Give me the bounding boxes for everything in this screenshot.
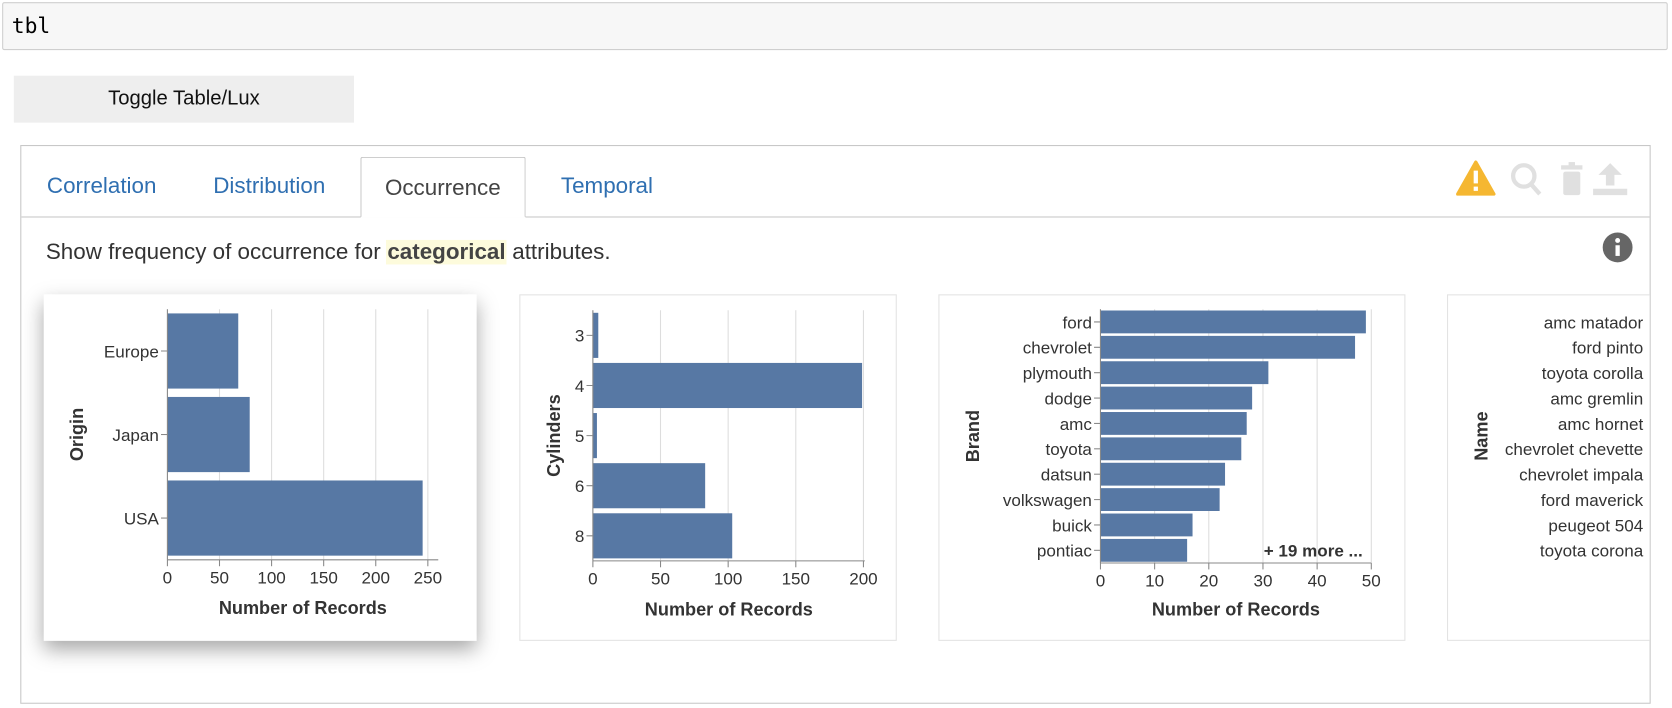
- tab-bar: Correlation Distribution Occurrence Temp…: [21, 146, 1650, 218]
- x-axis-label: Number of Records: [1152, 599, 1320, 619]
- x-tick-label: 150: [782, 569, 810, 588]
- x-tick-label: 200: [849, 569, 877, 588]
- y-tick-label: plymouth: [1023, 364, 1092, 383]
- y-axis-label: Name: [1472, 411, 1492, 460]
- x-axis-label: Number of Records: [645, 599, 813, 619]
- chart: Europe Japan USA 0 50 100 150 200 250 Number of R…: [67, 309, 442, 618]
- x-axis-label: Number of Records: [219, 598, 387, 618]
- search-icon[interactable]: [1510, 163, 1542, 196]
- y-tick-label: buick: [1052, 516, 1092, 535]
- y-tick-label: ford maverick: [1541, 491, 1644, 510]
- y-tick-label: 4: [575, 377, 584, 396]
- x-tick-label: 0: [588, 569, 597, 588]
- y-axis-label: Origin: [67, 408, 87, 461]
- x-tick-label: 0: [1096, 571, 1105, 590]
- bar: [1100, 412, 1247, 435]
- x-tick-label: 40: [1308, 571, 1327, 590]
- x-tick-label: 250: [414, 568, 442, 587]
- bar: [167, 480, 423, 556]
- y-tick-label: amc: [1060, 415, 1093, 434]
- annotation: + 19 more ...: [1264, 542, 1363, 561]
- bar: [1100, 513, 1193, 537]
- delete-icon[interactable]: [1561, 162, 1583, 196]
- y-tick-label: ford: [1063, 313, 1092, 332]
- x-tick-label: 50: [651, 569, 670, 588]
- x-tick-label: 10: [1145, 571, 1164, 590]
- y-tick-label: USA: [124, 509, 160, 528]
- x-tick-label: 30: [1253, 571, 1272, 590]
- toggle-button[interactable]: Toggle Table/Lux: [13, 75, 355, 123]
- chart-card[interactable]: ford chevrolet plymouth dodge amc toyota datsu…: [938, 294, 1406, 641]
- x-tick-label: 150: [309, 568, 337, 587]
- tab[interactable]: Temporal: [560, 173, 653, 199]
- warning-icon[interactable]: [1456, 160, 1496, 196]
- description-text: attributes.: [512, 239, 611, 265]
- chart: ford chevrolet plymouth dodge amc toyota datsu…: [963, 309, 1381, 619]
- y-tick-label: chevrolet chevette: [1505, 440, 1643, 459]
- y-tick-label: Japan: [112, 426, 158, 445]
- bar: [1100, 310, 1366, 334]
- chart: amc matador ford pinto toyota corolla amc g…: [1472, 313, 1644, 561]
- bar: [167, 396, 250, 473]
- bar: [592, 463, 706, 509]
- x-tick-label: 100: [257, 568, 285, 587]
- highlight: categorical: [386, 239, 507, 265]
- y-tick-label: chevrolet impala: [1519, 466, 1644, 485]
- bar: [592, 513, 733, 559]
- y-tick-label: chevrolet: [1023, 339, 1092, 358]
- y-tick-label: 3: [575, 327, 584, 346]
- y-tick-label: amc matador: [1544, 313, 1644, 332]
- bar: [1100, 437, 1242, 461]
- toolbar-icons: [1456, 160, 1628, 196]
- bar: [592, 362, 863, 409]
- y-tick-label: toyota corolla: [1542, 364, 1644, 383]
- description: Show frequency of occurrence for categori…: [45, 239, 611, 266]
- export-icon[interactable]: [1593, 163, 1628, 196]
- bar: [1100, 538, 1188, 562]
- y-tick-label: ford pinto: [1572, 339, 1643, 358]
- tab[interactable]: Occurrence: [360, 156, 526, 218]
- x-tick-label: 50: [210, 568, 229, 587]
- description-text: Show frequency of occurrence for: [45, 239, 381, 265]
- y-tick-label: 5: [575, 427, 584, 446]
- tab[interactable]: Correlation: [46, 173, 157, 199]
- x-tick-label: 20: [1199, 571, 1218, 590]
- info-icon[interactable]: [1602, 231, 1634, 263]
- code-cell[interactable]: tbl: [2, 2, 1668, 51]
- y-tick-label: dodge: [1045, 389, 1092, 408]
- chart-card[interactable]: amc matador ford pinto toyota corolla amc g…: [1447, 294, 1650, 641]
- lux-widget: Correlation Distribution Occurrence Temp…: [20, 145, 1651, 704]
- y-tick-label: pontiac: [1037, 542, 1092, 561]
- chart: 3 4 5 6 8 0 50 100 150 200 Number of Records Cylind…: [544, 310, 878, 619]
- bar: [1100, 386, 1253, 410]
- x-tick-label: 200: [362, 568, 390, 587]
- tab[interactable]: Distribution: [213, 173, 326, 199]
- y-tick-label: peugeot 504: [1548, 516, 1643, 535]
- bar: [1100, 488, 1220, 511]
- y-tick-label: 6: [575, 477, 584, 496]
- y-axis-label: Brand: [963, 410, 983, 462]
- y-tick-label: toyota: [1045, 440, 1092, 459]
- y-axis-label: Cylinders: [544, 394, 564, 477]
- y-tick-label: amc hornet: [1558, 415, 1644, 434]
- chart-card[interactable]: 3 4 5 6 8 0 50 100 150 200 Number of Records Cylind…: [519, 294, 897, 641]
- bar: [1100, 335, 1356, 359]
- bar: [592, 312, 599, 358]
- y-tick-label: volkswagen: [1003, 491, 1092, 510]
- x-tick-label: 0: [163, 568, 172, 587]
- bar: [592, 413, 597, 459]
- bar: [1100, 462, 1226, 486]
- x-tick-label: 100: [714, 569, 742, 588]
- chart-card[interactable]: Europe Japan USA 0 50 100 150 200 250 Number of R…: [43, 294, 477, 641]
- y-tick-label: amc gremlin: [1550, 389, 1643, 408]
- y-tick-label: 8: [575, 527, 584, 546]
- y-tick-label: Europe: [104, 342, 159, 361]
- bar: [167, 313, 239, 389]
- x-tick-label: 50: [1362, 571, 1381, 590]
- bar: [1100, 361, 1269, 385]
- y-tick-label: toyota corona: [1540, 542, 1644, 561]
- y-tick-label: datsun: [1041, 466, 1092, 485]
